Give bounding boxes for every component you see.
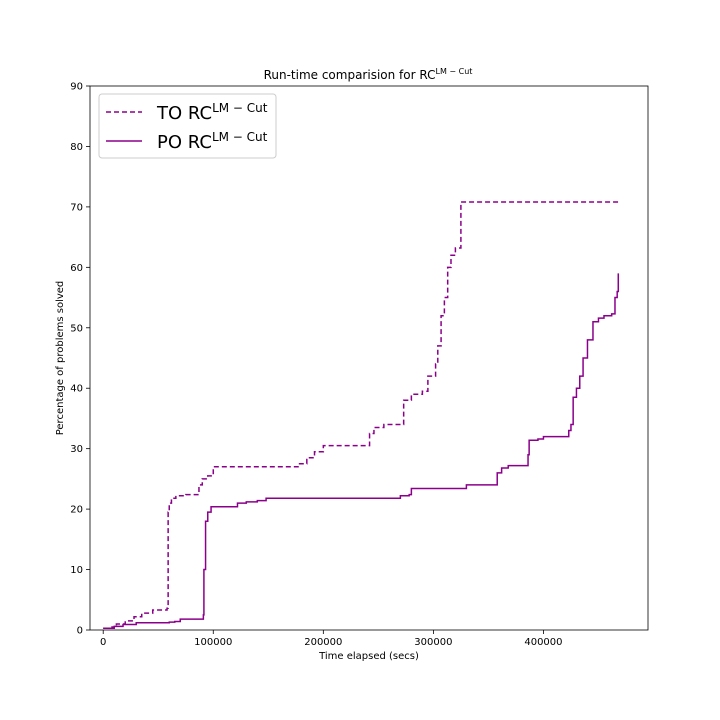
plot-area-frame — [89, 85, 649, 631]
y-tick-label: 30 — [70, 444, 83, 455]
legend-label-to: TO RCLM − Cut — [156, 101, 268, 124]
series-line-po — [103, 273, 620, 629]
legend-label-po-sup: LM − Cut — [212, 130, 268, 144]
y-tick-label: 0 — [77, 626, 83, 637]
x-axis-ticks: 0 100000 200000 300000 400000 — [100, 630, 563, 648]
chart-title-sup: LM − Cut — [435, 67, 472, 76]
x-tick-label: 400000 — [524, 637, 562, 648]
chart-title-main: Run-time comparision for RC — [264, 68, 436, 82]
y-tick-label: 10 — [70, 565, 83, 576]
y-tick-label: 70 — [70, 202, 83, 213]
legend-label-po: PO RCLM − Cut — [157, 130, 268, 153]
legend-label-po-main: PO RC — [157, 132, 212, 153]
y-tick-label: 50 — [70, 323, 83, 334]
legend-label-to-main: TO RC — [156, 103, 212, 124]
legend-label-to-sup: LM − Cut — [212, 101, 268, 115]
x-tick-label: 300000 — [414, 637, 452, 648]
x-tick-label: 0 — [100, 637, 106, 648]
chart-title: Run-time comparision for RCLM − Cut — [264, 67, 473, 82]
y-axis-ticks: 0 10 20 30 40 50 60 70 80 90 — [70, 82, 90, 637]
series-lines — [103, 201, 620, 629]
legend: TO RCLM − Cut PO RCLM − Cut — [98, 93, 277, 159]
y-tick-label: 80 — [70, 142, 83, 153]
y-axis-label: Percentage of problems solved — [55, 281, 66, 436]
x-tick-label: 100000 — [194, 637, 232, 648]
y-tick-label: 20 — [70, 505, 83, 516]
legend-box — [98, 93, 277, 159]
y-tick-label: 40 — [70, 384, 83, 395]
y-tick-label: 90 — [70, 82, 83, 93]
x-tick-label: 200000 — [304, 637, 342, 648]
x-axis-label: Time elapsed (secs) — [318, 651, 419, 662]
y-tick-label: 60 — [70, 263, 83, 274]
